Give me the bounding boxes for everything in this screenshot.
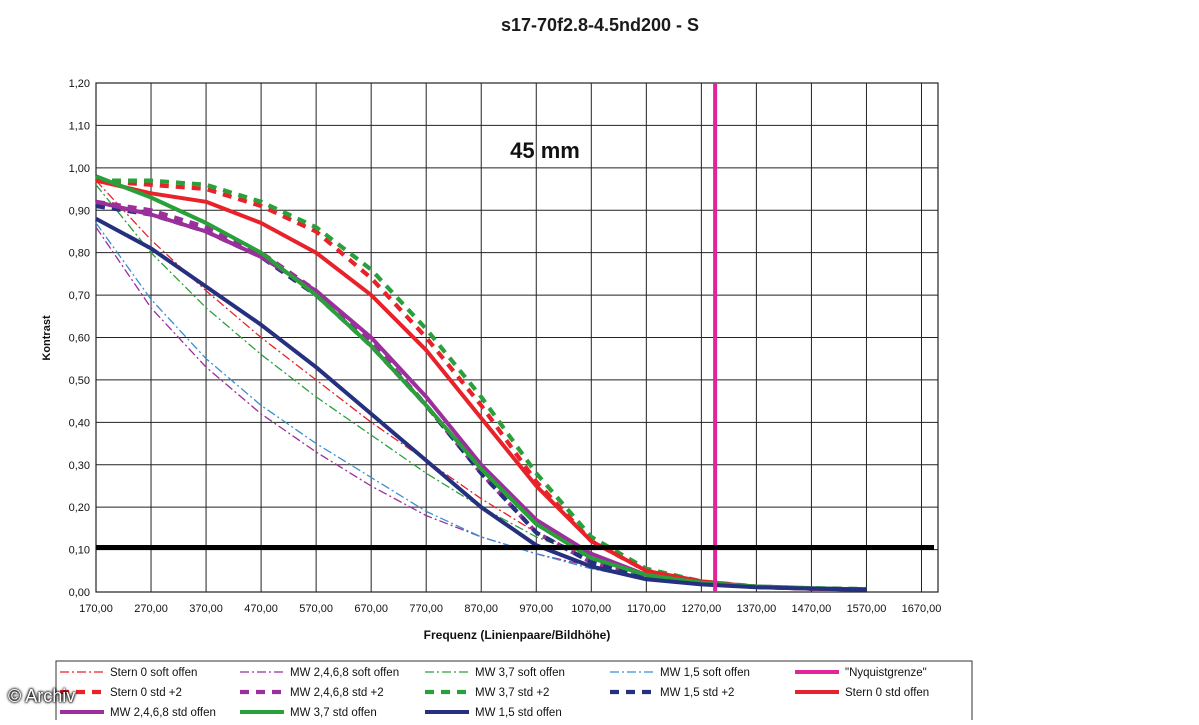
x-tick-label: 970,00 (519, 603, 553, 615)
y-tick-label: 0,40 (69, 417, 90, 429)
x-tick-label: 470,00 (244, 603, 278, 615)
series-lines (95, 174, 867, 592)
y-tick-label: 0,10 (69, 545, 90, 557)
y-tick-label: 0,80 (69, 248, 90, 260)
reference-lines (96, 83, 934, 592)
x-tick-labels: 170,00 270,00 370,00 470,00 570,00 670,00 770,… (79, 603, 941, 615)
x-tick-label: 770,00 (409, 603, 443, 615)
legend-label: MW 3,7 std offen (290, 707, 377, 719)
x-tick-label: 670,00 (354, 603, 388, 615)
y-tick-label: 1,20 (69, 78, 90, 90)
x-tick-label: 870,00 (464, 603, 498, 615)
x-tick-label: 1070,00 (571, 603, 611, 615)
x-tick-label: 1270,00 (681, 603, 721, 615)
legend-label: Stern 0 soft offen (110, 667, 197, 679)
x-tick-label: 170,00 (79, 603, 113, 615)
y-tick-label: 0,90 (69, 205, 90, 217)
x-tick-label: 1470,00 (792, 603, 832, 615)
legend-label: Stern 0 std offen (845, 687, 929, 699)
x-axis-label: Frequenz (Linienpaare/Bildhöhe) (424, 628, 611, 642)
x-tick-label: 270,00 (134, 603, 168, 615)
y-axis-label: Kontrast (41, 315, 53, 361)
y-tick-label: 0,20 (69, 502, 90, 514)
legend-label: MW 2,4,6,8 std +2 (290, 687, 384, 699)
legend-label: MW 1,5 std +2 (660, 687, 734, 699)
x-tick-label: 570,00 (299, 603, 333, 615)
y-tick-label: 1,00 (69, 163, 90, 175)
y-tick-labels: 0,00 0,10 0,20 0,30 0,40 0,50 0,60 0,70 0,80 0,90… (69, 78, 90, 599)
x-tick-label: 370,00 (189, 603, 223, 615)
copyright-watermark: © Archiv (8, 686, 76, 706)
legend-label: MW 2,4,6,8 soft offen (290, 667, 399, 679)
chart-title: s17-70f2.8-4.5nd200 - S (501, 15, 699, 35)
y-tick-label: 0,00 (69, 587, 90, 599)
legend: Stern 0 soft offen MW 2,4,6,8 soft offen M… (55, 660, 973, 724)
legend-label: MW 2,4,6,8 std offen (110, 707, 216, 719)
y-tick-label: 0,70 (69, 290, 90, 302)
legend-label: MW 1,5 soft offen (660, 667, 750, 679)
legend-label: MW 1,5 std offen (475, 707, 562, 719)
legend-label: Stern 0 std +2 (110, 687, 182, 699)
series-line (95, 178, 867, 592)
focal-length-annotation: 45 mm (510, 138, 580, 163)
x-tick-label: 1570,00 (847, 603, 887, 615)
x-tick-label: 1670,00 (902, 603, 942, 615)
series-line (95, 216, 867, 592)
y-tick-label: 0,60 (69, 333, 90, 345)
legend-label: MW 3,7 std +2 (475, 687, 549, 699)
legend-label: MW 3,7 soft offen (475, 667, 565, 679)
x-tick-label: 1170,00 (627, 603, 666, 615)
y-tick-label: 1,10 (69, 120, 90, 132)
x-tick-label: 1370,00 (737, 603, 777, 615)
y-tick-label: 0,50 (69, 375, 90, 387)
y-tick-label: 0,30 (69, 460, 90, 472)
series-line (95, 180, 867, 591)
legend-label: "Nyquistgrenze" (845, 667, 927, 679)
